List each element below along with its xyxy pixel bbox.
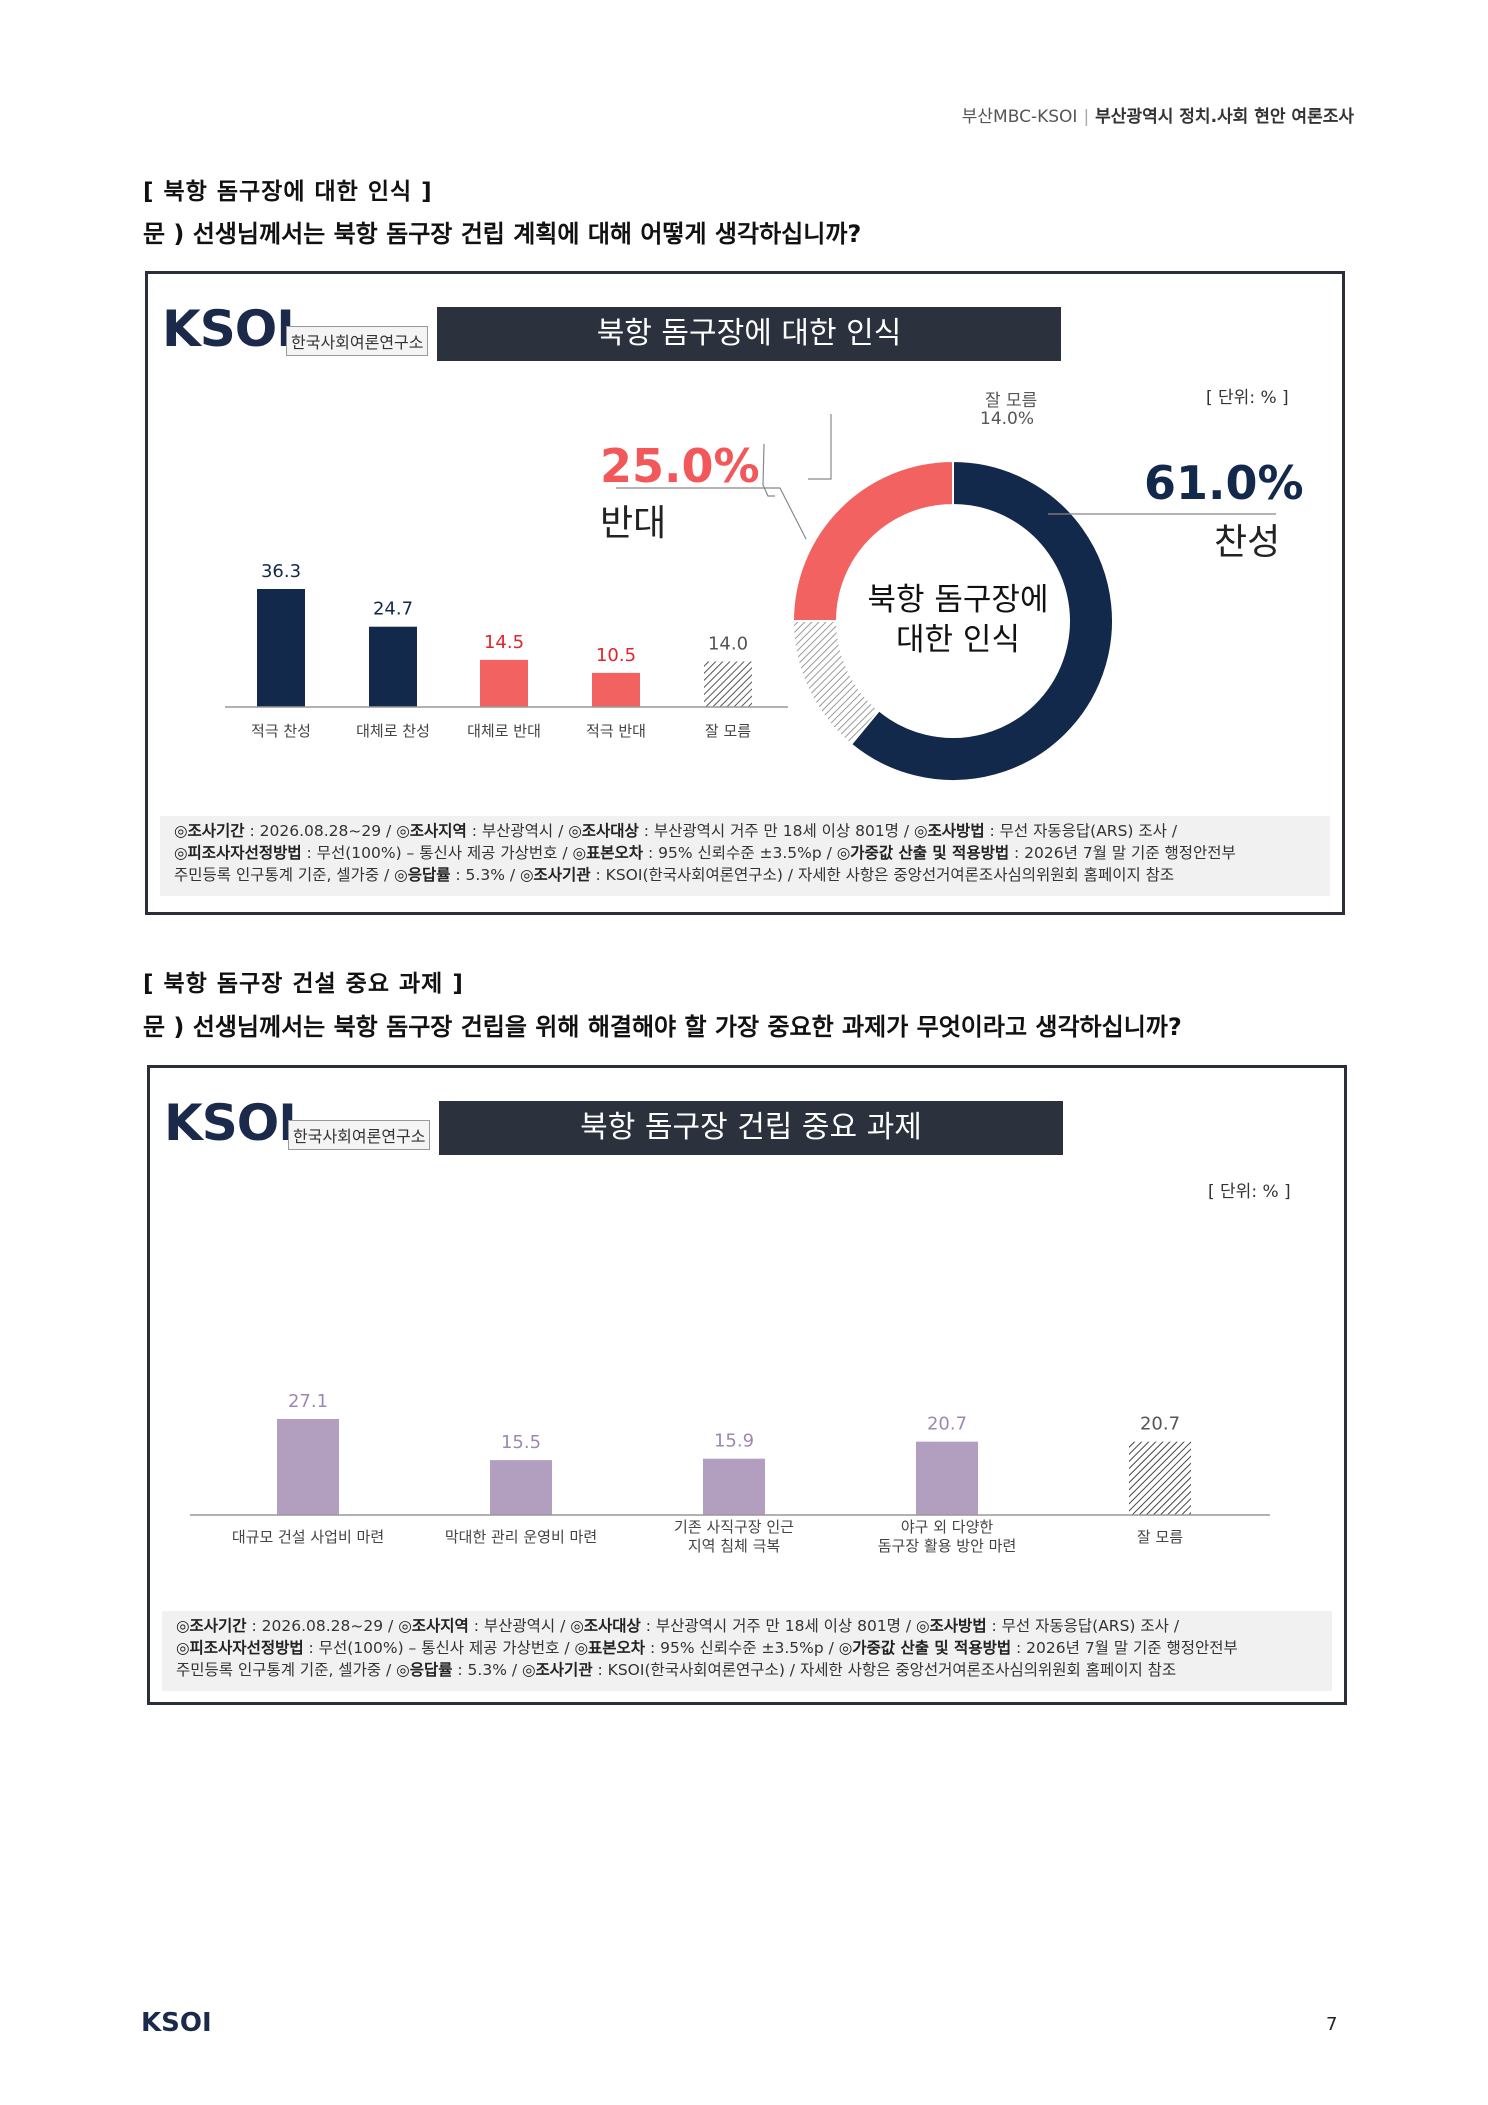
unknown-label: 잘 모름 [985,391,1038,411]
bar-category-label: 대체로 찬성 [356,722,430,740]
bar-category-label: 야구 외 다양한 [901,1518,994,1536]
bar-value-label: 20.7 [1140,1414,1180,1435]
donut-center-label: 북항 돔구장에 대한 인식 [838,580,1078,660]
chart-2-svg: 27.1 대규모 건설 사업비 마련 15.5 막대한 관리 운영비 마련 15.9 기존… [190,1391,1270,1555]
bar-value-label: 20.7 [927,1414,967,1435]
oppose-label: 반대 [600,503,667,544]
unknown-percent: 14.0% [980,409,1035,429]
bar-value-label: 14.5 [484,632,524,653]
bar-value-label: 24.7 [373,599,413,620]
bar-4 [592,672,640,707]
bar-value-label: 15.5 [501,1432,541,1453]
header-right: 부산광역시 정치.사회 현안 여론조사 [1095,107,1354,127]
oppose-percent: 25.0% [600,439,760,493]
chart-title: 북항 돔구장에 대한 인식 [437,307,1061,361]
bar-5 [1129,1441,1191,1515]
section1-question: 문 ) 선생님께서는 북항 돔구장 건립 계획에 대해 어떻게 생각하십니까? [143,220,862,248]
unit-label: [ 단위: % ] [1208,1182,1291,1202]
header-divider: | [1083,107,1090,127]
unknown-leader-line [762,443,775,497]
donut-slice-1 [849,459,1114,782]
survey-footer-2: ◎조사기간 : 2026.08.28~29 / ◎조사지역 : 부산광역시 / … [162,1611,1332,1691]
bar-1 [257,589,305,707]
bar-2 [490,1460,552,1515]
bar-category-label: 기존 사직구장 인근 [674,1518,794,1536]
unit-label: [ 단위: % ] [1206,388,1289,408]
bar-value-label: 27.1 [288,1391,328,1412]
donut-chart [791,459,1114,782]
page-header: 부산MBC-KSOI | 부산광역시 정치.사회 현안 여론조사 [962,102,1354,127]
donut-center-line2: 대한 인식 [896,622,1020,658]
bar-4 [916,1441,978,1515]
support-label: 찬성 [1214,522,1281,563]
bar-value-label: 15.9 [714,1431,754,1452]
chart-1-svg: 36.3 적극 찬성 24.7 대체로 찬성 14.5 대체로 반대 10.5 적극 반대 14… [225,414,1276,782]
bar-category-label: 대규모 건설 사업비 마련 [232,1528,384,1546]
bar-category-label: 적극 찬성 [251,722,311,740]
bar-chart-2: 27.1 대규모 건설 사업비 마련 15.5 막대한 관리 운영비 마련 15.9 기존… [232,1391,1191,1555]
chart-panel-1: KSOI 한국사회여론연구소 북항 돔구장에 대한 인식 [ 단위: % ] 3… [145,271,1345,915]
donut-slice-3 [791,459,954,622]
donut-center-line1: 북항 돔구장에 [867,582,1049,618]
bar-1 [277,1419,339,1515]
bar-category-label: 지역 침체 극복 [688,1537,780,1555]
bar-5 [704,661,752,707]
bar-category-label: 돔구장 활용 방안 마련 [878,1537,1017,1555]
oppose-leader-line [616,487,807,540]
bar-category-label: 막대한 관리 운영비 마련 [445,1528,597,1546]
bar-chart-1: 36.3 적극 찬성 24.7 대체로 찬성 14.5 대체로 반대 10.5 적극 반대 14… [251,561,752,740]
bar-category-label: 잘 모름 [1137,1528,1183,1546]
bar-value-label: 36.3 [261,561,301,582]
section1-heading: [ 북항 돔구장에 대한 인식 ] [143,179,433,205]
page-number: 7 [1326,2014,1338,2035]
header-left: 부산MBC-KSOI [961,107,1078,127]
bar-3 [480,659,528,707]
bar-value-label: 14.0 [708,633,748,654]
bar-value-label: 10.5 [596,645,636,666]
chart-title: 북항 돔구장 건립 중요 과제 [439,1101,1063,1155]
ksoi-logo: KSOI [162,300,295,358]
ksoi-logo: KSOI [164,1094,297,1152]
page-footer-logo: KSOI [141,2008,212,2038]
ksoi-logo-subtitle: 한국사회여론연구소 [288,1120,431,1150]
bar-category-label: 적극 반대 [586,722,646,740]
support-percent: 61.0% [1144,456,1304,510]
bar-category-label: 대체로 반대 [467,722,541,740]
chart-panel-2: KSOI 한국사회여론연구소 북항 돔구장 건립 중요 과제 [ 단위: % ]… [147,1065,1347,1705]
ksoi-logo-subtitle: 한국사회여론연구소 [286,326,429,356]
section2-question: 문 ) 선생님께서는 북항 돔구장 건립을 위해 해결해야 할 가장 중요한 과… [143,1013,1182,1041]
bar-3 [703,1458,765,1515]
survey-footer-1: ◎조사기간 : 2026.08.28~29 / ◎조사지역 : 부산광역시 / … [160,816,1330,896]
bar-2 [369,626,417,707]
unknown-leader-line-2 [808,414,832,480]
section2-heading: [ 북항 돔구장 건설 중요 과제 ] [143,971,464,997]
bar-category-label: 잘 모름 [705,722,751,740]
